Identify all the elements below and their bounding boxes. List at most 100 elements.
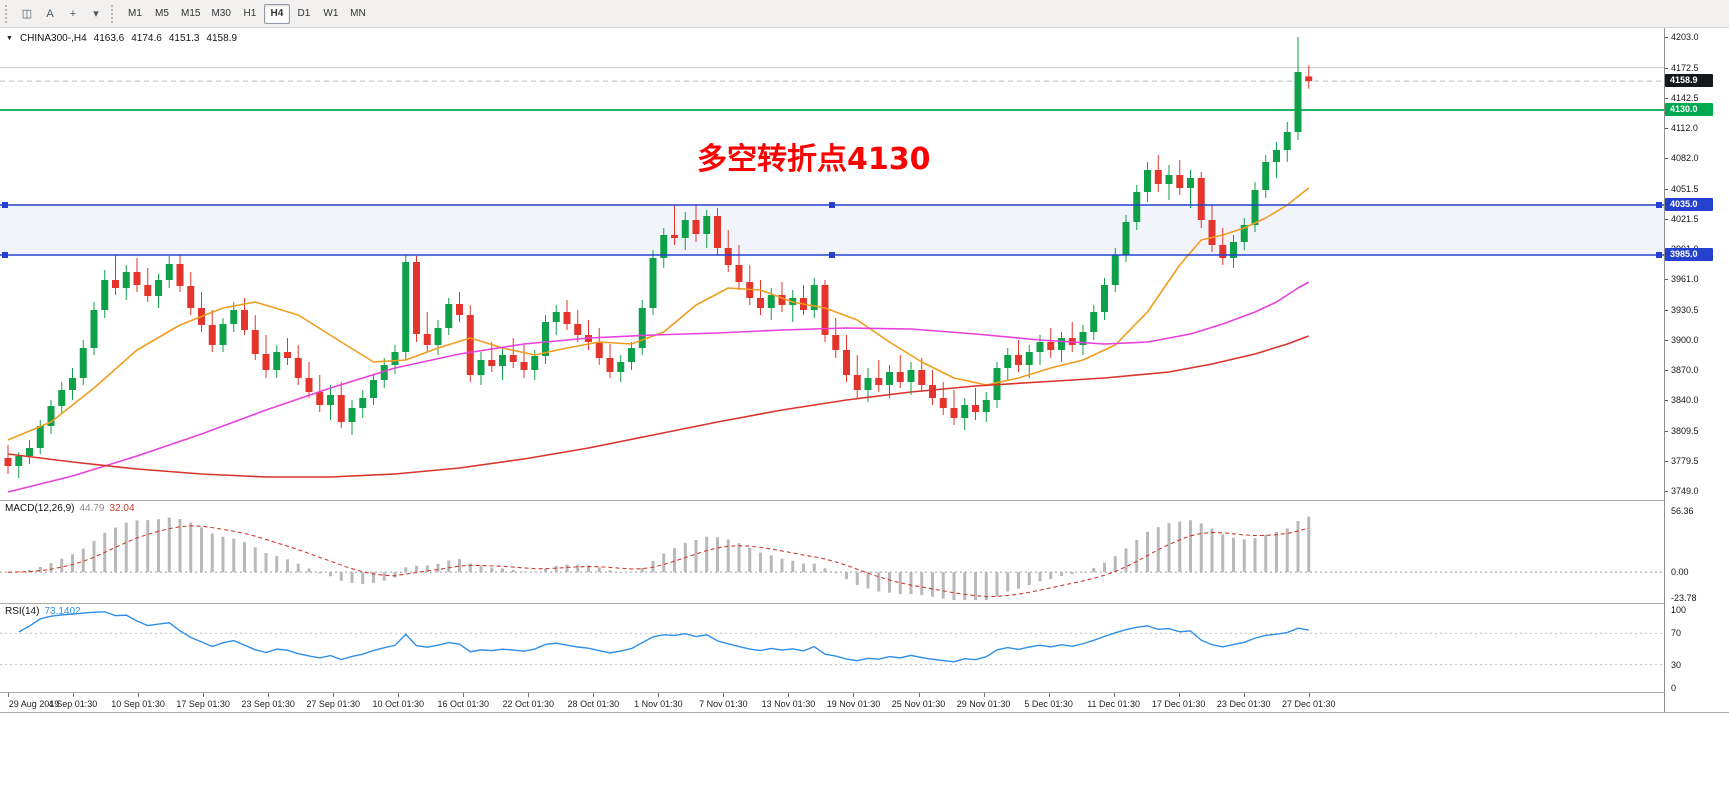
rsi-indicator-name: RSI(14): [5, 606, 40, 617]
timeframe-m1-button[interactable]: M1: [128, 8, 142, 19]
time-tickmark: [463, 693, 465, 697]
time-label: 5 Dec 01:30: [1024, 699, 1073, 709]
time-label: 28 Oct 01:30: [567, 699, 620, 709]
rsi-scale-label: 0: [1671, 683, 1677, 693]
time-label: 29 Nov 01:30: [956, 699, 1011, 709]
price-tick: 3840.0: [1671, 395, 1699, 405]
time-label: 7 Nov 01:30: [699, 699, 748, 709]
macd-plot[interactable]: [0, 501, 1664, 603]
macd-label: MACD(12,26,9) 44.79 32.04: [5, 503, 140, 514]
chart-window-button[interactable]: ◫: [21, 8, 33, 20]
time-tickmark: [1113, 693, 1115, 697]
panel-splitter-macd[interactable]: [0, 500, 1729, 501]
macd-scale-label: 56.36: [1671, 506, 1694, 516]
toolbar-grip[interactable]: [111, 4, 115, 23]
open-value: 4163.6: [93, 33, 125, 44]
price-tick: 4203.0: [1671, 32, 1699, 42]
macd-signal-line: [7, 525, 1309, 598]
rsi-plot[interactable]: [0, 604, 1664, 692]
macd-pane: MACD(12,26,9) 44.79 32.04: [0, 501, 1729, 603]
price-tickmark: [1664, 340, 1668, 341]
price-tick: 4112.0: [1671, 123, 1698, 133]
time-tickmark: [658, 693, 660, 697]
chart-annotation-text[interactable]: 多空转折点4130: [697, 142, 931, 177]
blue-hline-4035-handle: [1656, 202, 1662, 208]
time-tickmark: [918, 693, 920, 697]
last-price-badge: 4158.9: [1665, 74, 1713, 88]
level-band: [0, 205, 1664, 255]
blue-hline-3985-handle: [2, 252, 8, 258]
time-tickmark: [528, 693, 530, 697]
price-tickmark: [1664, 309, 1668, 311]
price-tickmark: [1664, 430, 1668, 432]
time-tickmark: [788, 693, 790, 697]
bottom-separator: [0, 712, 1729, 713]
time-label: 29 Aug 2019: [8, 699, 60, 709]
timeframe-h4-button[interactable]: H4: [263, 3, 290, 24]
price-scale[interactable]: 4203.0 4172.5 4142.5 4112.0 4082.0 4051.5 4021…: [1664, 28, 1729, 712]
price-tickmark: [1664, 460, 1668, 462]
time-label: 10 Sep 01:30: [111, 699, 165, 709]
time-label: 19 Nov 01:30: [826, 699, 881, 709]
time-tickmark: [1243, 693, 1245, 697]
timeframe-w1-button[interactable]: W1: [323, 8, 339, 19]
objects-dropdown-button[interactable]: ▾: [93, 8, 99, 20]
time-tickmark: [983, 693, 985, 697]
time-axis[interactable]: 29 Aug 2019 4 Sep 01:30 10 Sep 01:30 17 Sep…: [0, 693, 1664, 712]
time-tickmark: [73, 693, 75, 697]
scale-separator: [1664, 28, 1665, 712]
time-label: 27 Sep 01:30: [306, 699, 360, 709]
symbol-label: CHINA300-,H4: [19, 33, 87, 44]
time-tickmark: [138, 693, 140, 697]
ma-slow-line: [7, 335, 1310, 478]
timeframe-h1-button[interactable]: H1: [243, 8, 257, 19]
time-label: 25 Nov 01:30: [891, 699, 946, 709]
macd-indicator-name: MACD(12,26,9): [5, 503, 75, 514]
timeframe-m30-button[interactable]: M30: [211, 8, 231, 19]
rsi-value: 73.1402: [44, 606, 81, 617]
time-label: 27 Dec 01:30: [1281, 699, 1336, 709]
time-tickmark: [398, 693, 400, 697]
time-tickmark: [1308, 693, 1310, 697]
rsi-label: RSI(14) 73.1402: [5, 606, 86, 617]
time-label: 1 Nov 01:30: [634, 699, 683, 709]
time-label: 4 Sep 01:30: [48, 699, 98, 709]
price-tick: 3779.5: [1671, 455, 1699, 466]
toolbar-grip[interactable]: [5, 4, 9, 23]
crosshair-tool-button[interactable]: +: [69, 7, 77, 20]
timeframe-m5-button[interactable]: M5: [155, 8, 169, 19]
level-badge-4035: 4035.0: [1665, 198, 1713, 211]
time-tickmark: [268, 693, 270, 697]
chart-info: ▼ CHINA300-,H4 4163.6 4174.6 4151.3 4158…: [6, 33, 237, 44]
candlestick-chart[interactable]: [0, 28, 1664, 500]
one-click-trading-arrow-icon[interactable]: ▼: [6, 35, 13, 42]
time-tickmark: [593, 693, 595, 697]
bottom-spacer: [0, 713, 1729, 793]
timeframe-d1-button[interactable]: D1: [297, 8, 311, 19]
time-label: 23 Dec 01:30: [1216, 699, 1271, 709]
low-value: 4151.3: [168, 33, 200, 44]
price-tick: 4082.0: [1671, 153, 1699, 163]
macd-scale-label: -23.78: [1671, 593, 1697, 603]
price-tickmark: [1664, 218, 1668, 220]
panel-splitter-rsi[interactable]: [0, 603, 1729, 604]
rsi-scale-label: 70: [1671, 628, 1682, 639]
price-tickmark: [1664, 128, 1668, 129]
timeframe-m15-button[interactable]: M15: [181, 8, 201, 19]
rsi-scale-label: 100: [1671, 605, 1687, 615]
timeframe-mn-button[interactable]: MN: [350, 8, 366, 19]
level-badge-4130: 4130.0: [1665, 103, 1713, 116]
close-value: 4158.9: [206, 33, 238, 44]
price-tickmark: [1664, 97, 1668, 99]
price-tickmark: [1664, 188, 1668, 190]
text-label-tool-button[interactable]: A: [46, 7, 54, 20]
time-tickmark: [1178, 693, 1180, 697]
time-label: 17 Sep 01:30: [176, 699, 230, 709]
blue-hline-4035-handle: [2, 202, 8, 208]
timeframes-group: M1 M5 M15 M30 H1 H4 D1 W1 MN: [122, 3, 371, 24]
blue-hline-4035-handle: [829, 202, 835, 208]
price-chart-pane: ▼ CHINA300-,H4 4163.6 4174.6 4151.3 4158…: [0, 28, 1729, 500]
time-label: 23 Sep 01:30: [241, 699, 295, 709]
time-tickmark: [8, 693, 9, 697]
